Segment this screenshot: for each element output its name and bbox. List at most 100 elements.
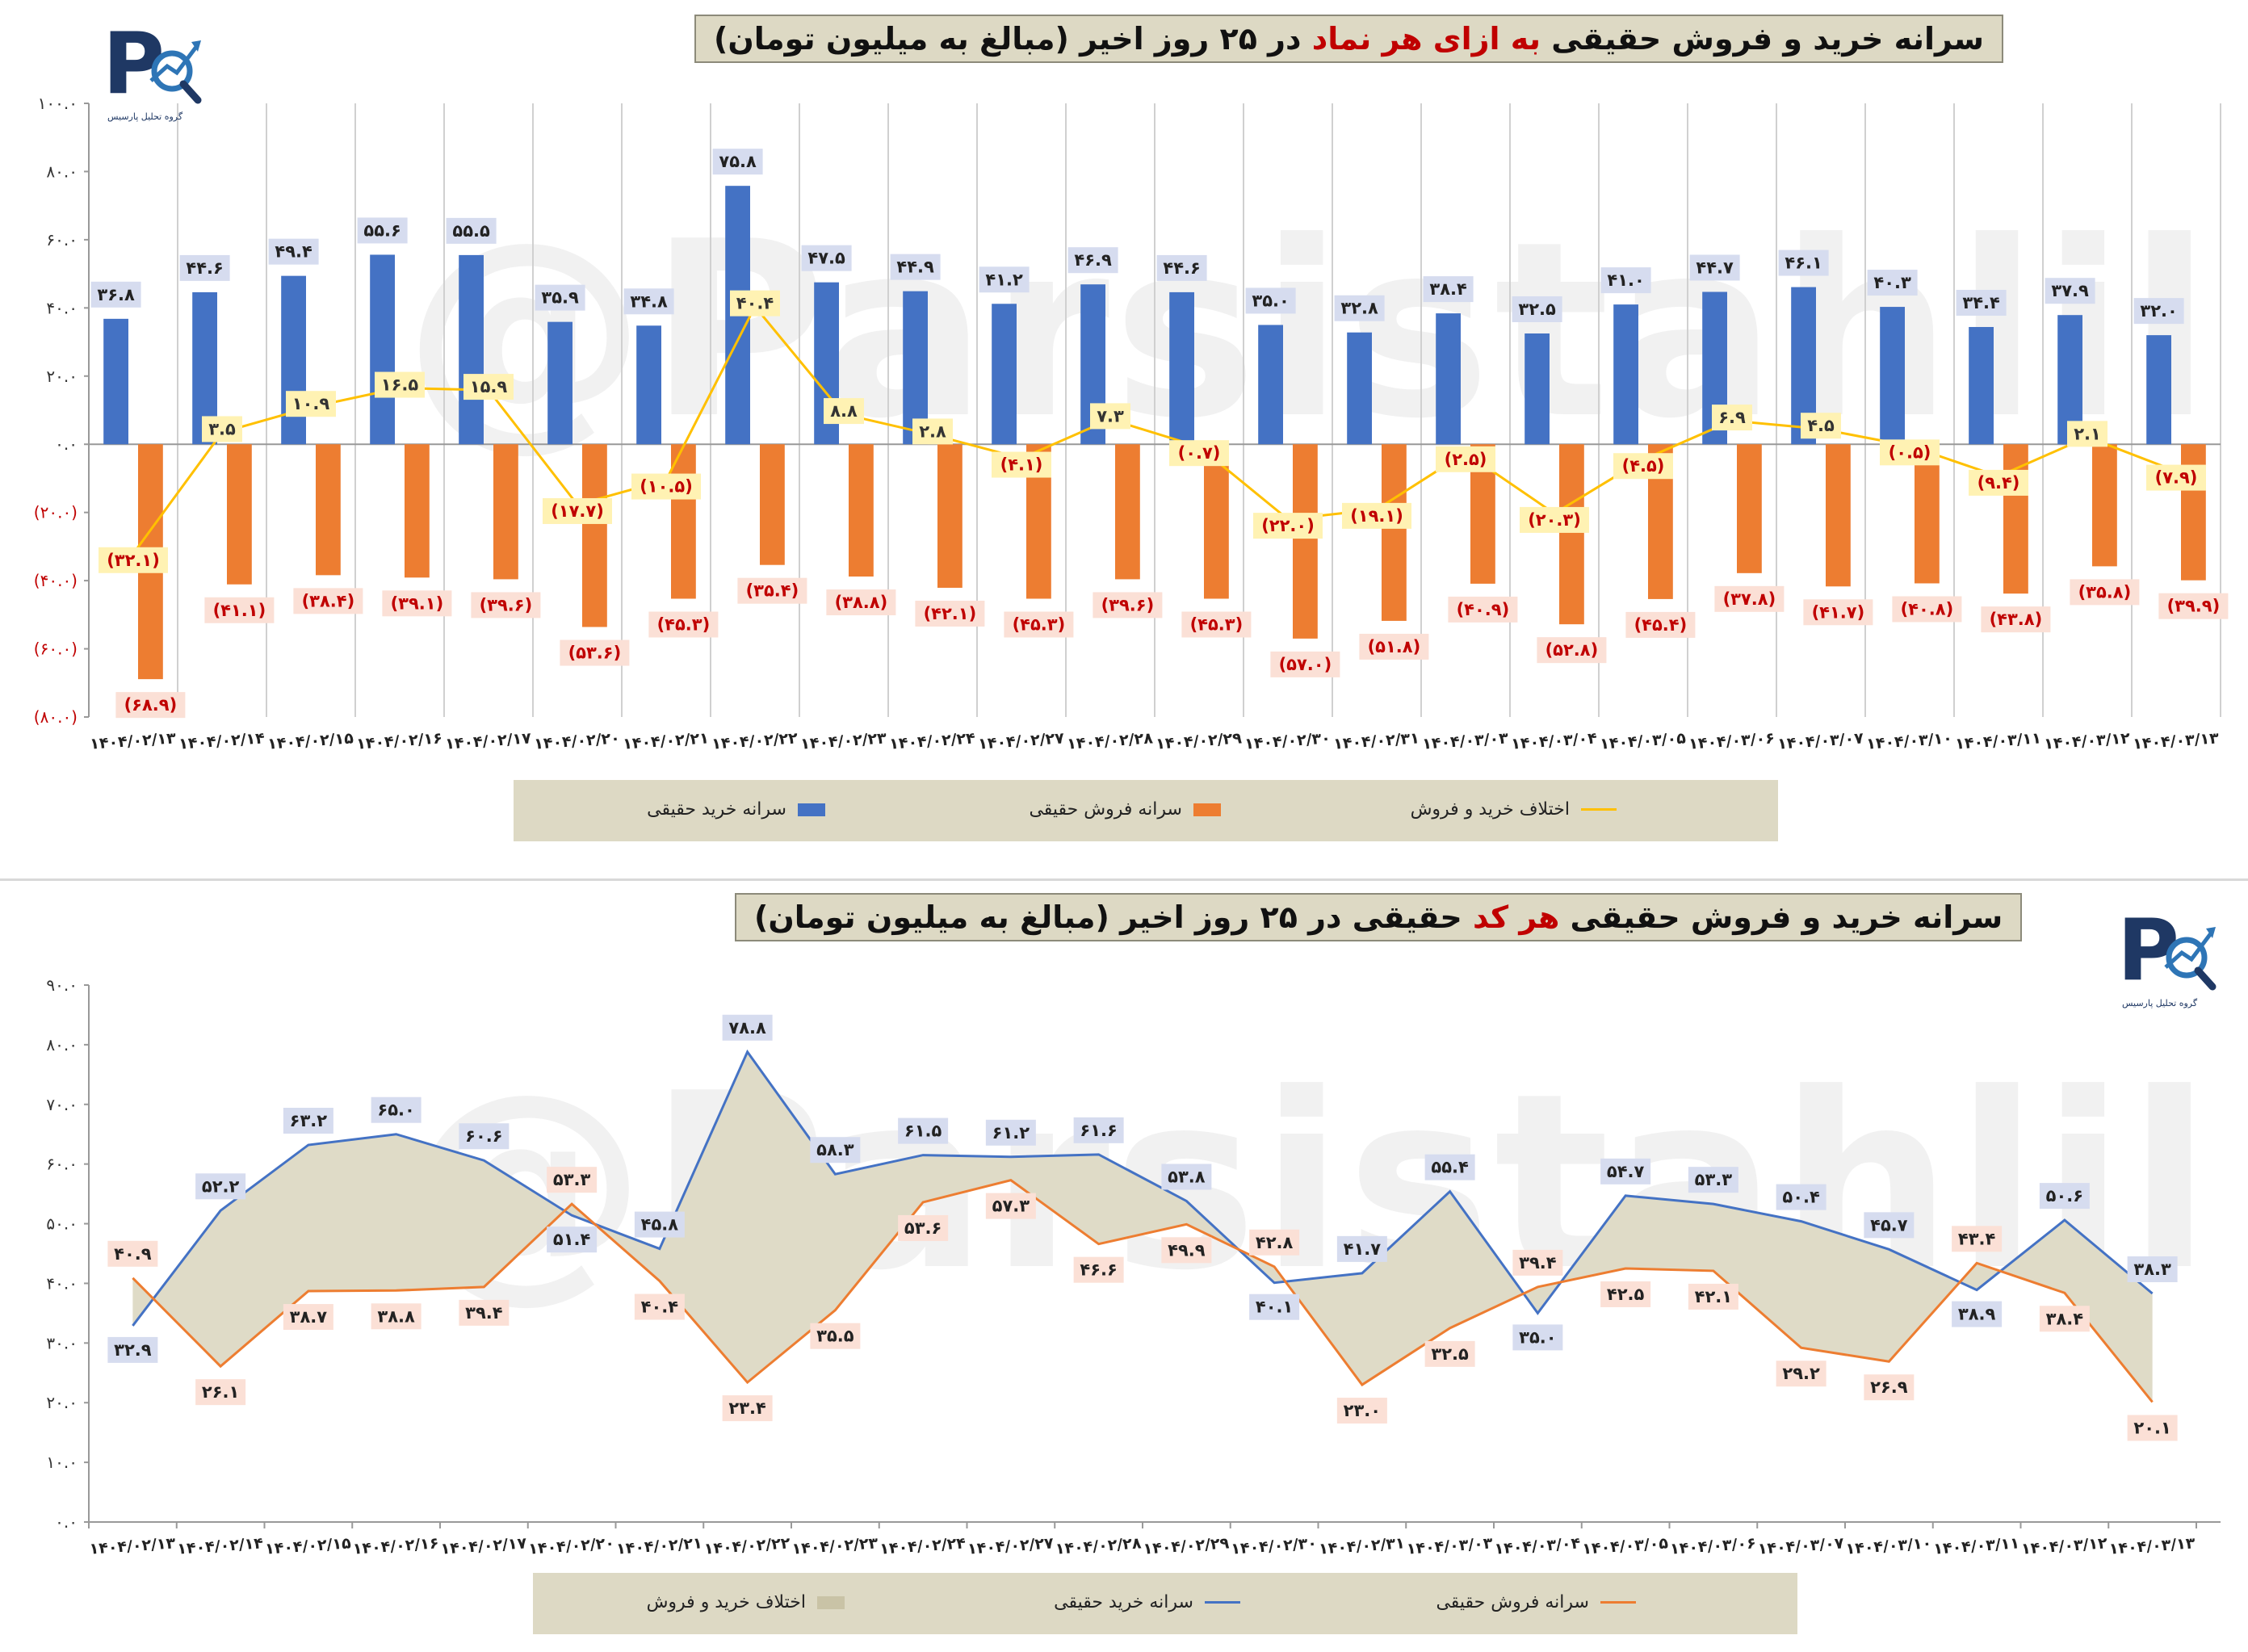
buy-value-label-bg xyxy=(2045,278,2095,304)
buy-value-label-bg xyxy=(1336,1235,1387,1262)
x-tick-label: ۱۴۰۴/۰۲/۲۳ xyxy=(791,1534,879,1558)
buy-value-label-bg xyxy=(547,1226,598,1253)
diff-value-label: ۲.۱ xyxy=(2074,424,2101,443)
buy-value-label: ۳۲.۵ xyxy=(1518,300,1556,319)
buy-value-label-bg xyxy=(979,266,1030,293)
sell-value-label-bg xyxy=(1600,1281,1651,1307)
buy-bar xyxy=(1969,326,1994,445)
sell-bar xyxy=(1915,444,1940,584)
x-tick-label: ۱۴۰۴/۰۳/۱۱ xyxy=(1933,1534,2020,1558)
sell-value-label: ۲۳.۰ xyxy=(1344,1401,1381,1420)
diff-value-label-bg xyxy=(1342,502,1411,529)
diff-value-label: ۷.۳ xyxy=(1097,406,1124,426)
sell-value-label-bg xyxy=(204,597,275,623)
y-tick-label: (۲۰.۰) xyxy=(34,503,78,522)
buy-value-label-bg xyxy=(2133,298,2184,325)
y-tick-label: ۱۰.۰ xyxy=(46,1453,78,1472)
sell-value-label: (۵۷.۰) xyxy=(1279,655,1332,674)
sell-value-label: (۳۸.۸) xyxy=(835,593,888,612)
sell-value-label-bg xyxy=(107,1240,158,1267)
y-tick-label: ۶۰.۰ xyxy=(46,1155,78,1174)
diff-value-label-bg xyxy=(730,290,780,317)
diff-value-label-bg xyxy=(2067,421,2108,447)
buy-value-label: ۳۲.۹ xyxy=(114,1340,152,1360)
y-tick-label: (۸۰.۰) xyxy=(34,707,78,727)
diff-value-label: ۴۰.۴ xyxy=(736,294,774,313)
buy-bar xyxy=(1169,291,1194,445)
x-tick-label: ۱۴۰۴/۰۲/۲۰ xyxy=(528,1534,615,1558)
sell-value-label-bg xyxy=(2039,1306,2090,1332)
buy-value-label: ۵۰.۴ xyxy=(1782,1188,1820,1207)
buy-value-label: ۶۱.۶ xyxy=(1080,1121,1117,1140)
y-tick-label: ۶۰.۰ xyxy=(46,230,78,249)
sell-value-label: (۳۹.۶) xyxy=(1101,595,1155,614)
buy-value-label: ۵۴.۷ xyxy=(1607,1162,1645,1181)
diff-value-label-bg xyxy=(992,451,1051,478)
sell-value-label: (۵۱.۸) xyxy=(1368,637,1421,656)
buy-bar xyxy=(1880,307,1905,445)
y-tick-label: ۰.۰ xyxy=(55,434,78,454)
sell-value-label-bg xyxy=(1181,611,1252,638)
diff-value-label: (۰.۵) xyxy=(1889,442,1931,462)
sell-value-label-bg xyxy=(382,590,452,617)
diff-value-label-bg xyxy=(286,391,336,417)
sell-line xyxy=(132,1178,2154,1403)
buy-value-label: ۳۸.۳ xyxy=(2133,1260,2171,1279)
legend-swatch-buy-line xyxy=(1205,1601,1240,1604)
chart-title-per-symbol: سرانه خرید و فروش حقیقی به ازای هر نماد … xyxy=(694,15,2004,63)
buy-value-label: ۴۴.۶ xyxy=(186,258,223,278)
diff-value-label-bg xyxy=(1880,439,1940,466)
sell-bar xyxy=(937,444,963,588)
parsis-logo: P گروه تحلیل پارسیس xyxy=(101,16,206,122)
buy-value-label: ۴۱.۲ xyxy=(985,270,1023,289)
diff-value-label-bg xyxy=(631,473,701,500)
sell-value-label-bg xyxy=(1448,596,1518,623)
sell-value-label: (۴۱.۷) xyxy=(1812,602,1865,622)
buy-value-label: ۴۶.۹ xyxy=(1074,250,1112,270)
sell-value-label-bg xyxy=(115,692,186,719)
sell-value-label-bg xyxy=(195,1379,246,1406)
buy-value-label-bg xyxy=(1600,1158,1651,1184)
x-tick-label: ۱۴۰۴/۰۳/۰۳ xyxy=(1406,1534,1493,1558)
buy-value-label-bg xyxy=(535,284,585,311)
diff-value-label-bg xyxy=(1801,413,1841,439)
x-tick-label: ۱۴۰۴/۰۳/۱۲ xyxy=(2020,1534,2108,1558)
buy-value-label-bg xyxy=(179,254,230,281)
legend-item-diff: اختلاف خرید و فروش xyxy=(1411,799,1617,820)
buy-value-label-bg xyxy=(712,149,763,175)
sell-value-label: (۳۸.۴) xyxy=(302,591,355,610)
buy-value-label-bg xyxy=(357,217,408,244)
sell-value-label: ۳۸.۸ xyxy=(377,1306,415,1326)
x-tick-label: ۱۴۰۴/۰۳/۱۰ xyxy=(1845,1534,1932,1558)
buy-value-label: ۵۳.۳ xyxy=(1695,1170,1733,1189)
buy-value-label: ۴۱.۰ xyxy=(1607,270,1644,290)
watermark: @Parsistahlil xyxy=(404,190,2215,472)
sell-value-label: (۴۲.۱) xyxy=(924,604,977,623)
buy-value-label-bg xyxy=(1512,296,1562,322)
sell-bar xyxy=(316,444,341,576)
buy-value-label: ۶۳.۲ xyxy=(290,1111,328,1130)
legend-swatch-buy xyxy=(798,803,825,816)
buy-value-label: ۵۸.۳ xyxy=(816,1140,854,1159)
buy-value-label-bg xyxy=(623,288,674,315)
diff-value-label-bg xyxy=(99,547,168,573)
legend-label-sell-line: سرانه فروش حقیقی xyxy=(1436,1592,1589,1612)
sell-bar xyxy=(671,444,696,599)
title-highlight: به ازای هر نماد xyxy=(1311,21,1541,57)
y-tick-label: ۱۰۰.۰ xyxy=(38,94,78,113)
y-tick-label: ۲۰.۰ xyxy=(46,1393,78,1412)
buy-value-label: ۷۸.۸ xyxy=(728,1018,766,1038)
sell-value-label-bg xyxy=(1981,606,2051,633)
x-tick-label: ۱۴۰۴/۰۳/۰۵ xyxy=(1582,1534,1669,1558)
sell-value-label-bg xyxy=(1803,599,1873,626)
x-tick-label: ۱۴۰۴/۰۲/۳۱ xyxy=(1318,1534,1405,1558)
chart-title-per-code: سرانه خرید و فروش حقیقی هر کد حقیقی در ۲… xyxy=(735,893,2023,941)
buy-value-label-bg xyxy=(283,1108,333,1134)
diff-value-label-bg xyxy=(1520,506,1589,533)
legend-swatch-diff xyxy=(1581,808,1617,811)
buy-value-label: ۳۴.۴ xyxy=(1962,293,2000,312)
sell-value-label: (۶۸.۹) xyxy=(124,695,178,715)
buy-value-label-bg xyxy=(195,1173,246,1200)
x-tick-label: ۱۴۰۴/۰۲/۳۰ xyxy=(1231,1534,1318,1558)
